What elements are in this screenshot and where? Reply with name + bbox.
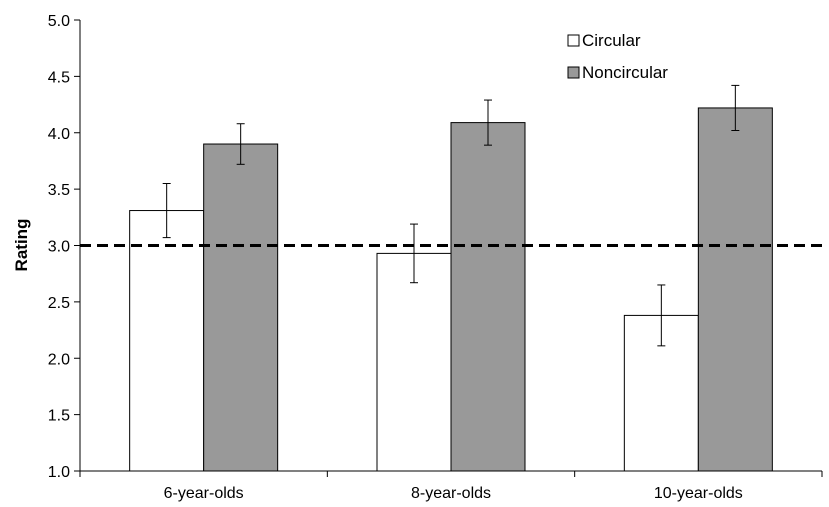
y-tick-label: 4.5 bbox=[48, 69, 70, 86]
y-tick-label: 3.5 bbox=[48, 182, 70, 199]
y-tick-label: 3.0 bbox=[48, 239, 70, 256]
legend-label-noncircular: Noncircular bbox=[582, 63, 668, 82]
legend-label-circular: Circular bbox=[582, 31, 641, 50]
y-tick-label: 4.0 bbox=[48, 126, 70, 143]
bar-noncircular bbox=[697, 107, 773, 472]
y-tick-label: 1.0 bbox=[48, 464, 70, 481]
bar-circular bbox=[376, 252, 452, 472]
y-tick-label: 2.5 bbox=[48, 295, 70, 312]
y-axis: 1.0 1.5 2.0 2.5 3.0 3.5 4.0 4.5 5.0 bbox=[48, 13, 81, 481]
y-tick-label: 2.0 bbox=[48, 351, 70, 368]
legend: Circular Noncircular bbox=[567, 31, 668, 82]
bars bbox=[129, 107, 773, 472]
x-tick-label: 6-year-olds bbox=[164, 485, 244, 502]
legend-swatch-noncircular bbox=[567, 66, 580, 79]
error-bars bbox=[162, 84, 740, 347]
x-axis: 6-year-olds 8-year-olds 10-year-olds bbox=[79, 470, 823, 502]
legend-swatch-circular bbox=[567, 34, 580, 47]
bar-noncircular bbox=[450, 122, 526, 472]
bar-circular bbox=[129, 210, 205, 472]
bar-noncircular bbox=[203, 143, 279, 472]
x-tick-label: 10-year-olds bbox=[654, 485, 743, 502]
y-tick-label: 5.0 bbox=[48, 13, 70, 30]
y-axis-title: Rating bbox=[12, 219, 31, 272]
x-tick-label: 8-year-olds bbox=[411, 485, 491, 502]
y-tick-label: 1.5 bbox=[48, 408, 70, 425]
